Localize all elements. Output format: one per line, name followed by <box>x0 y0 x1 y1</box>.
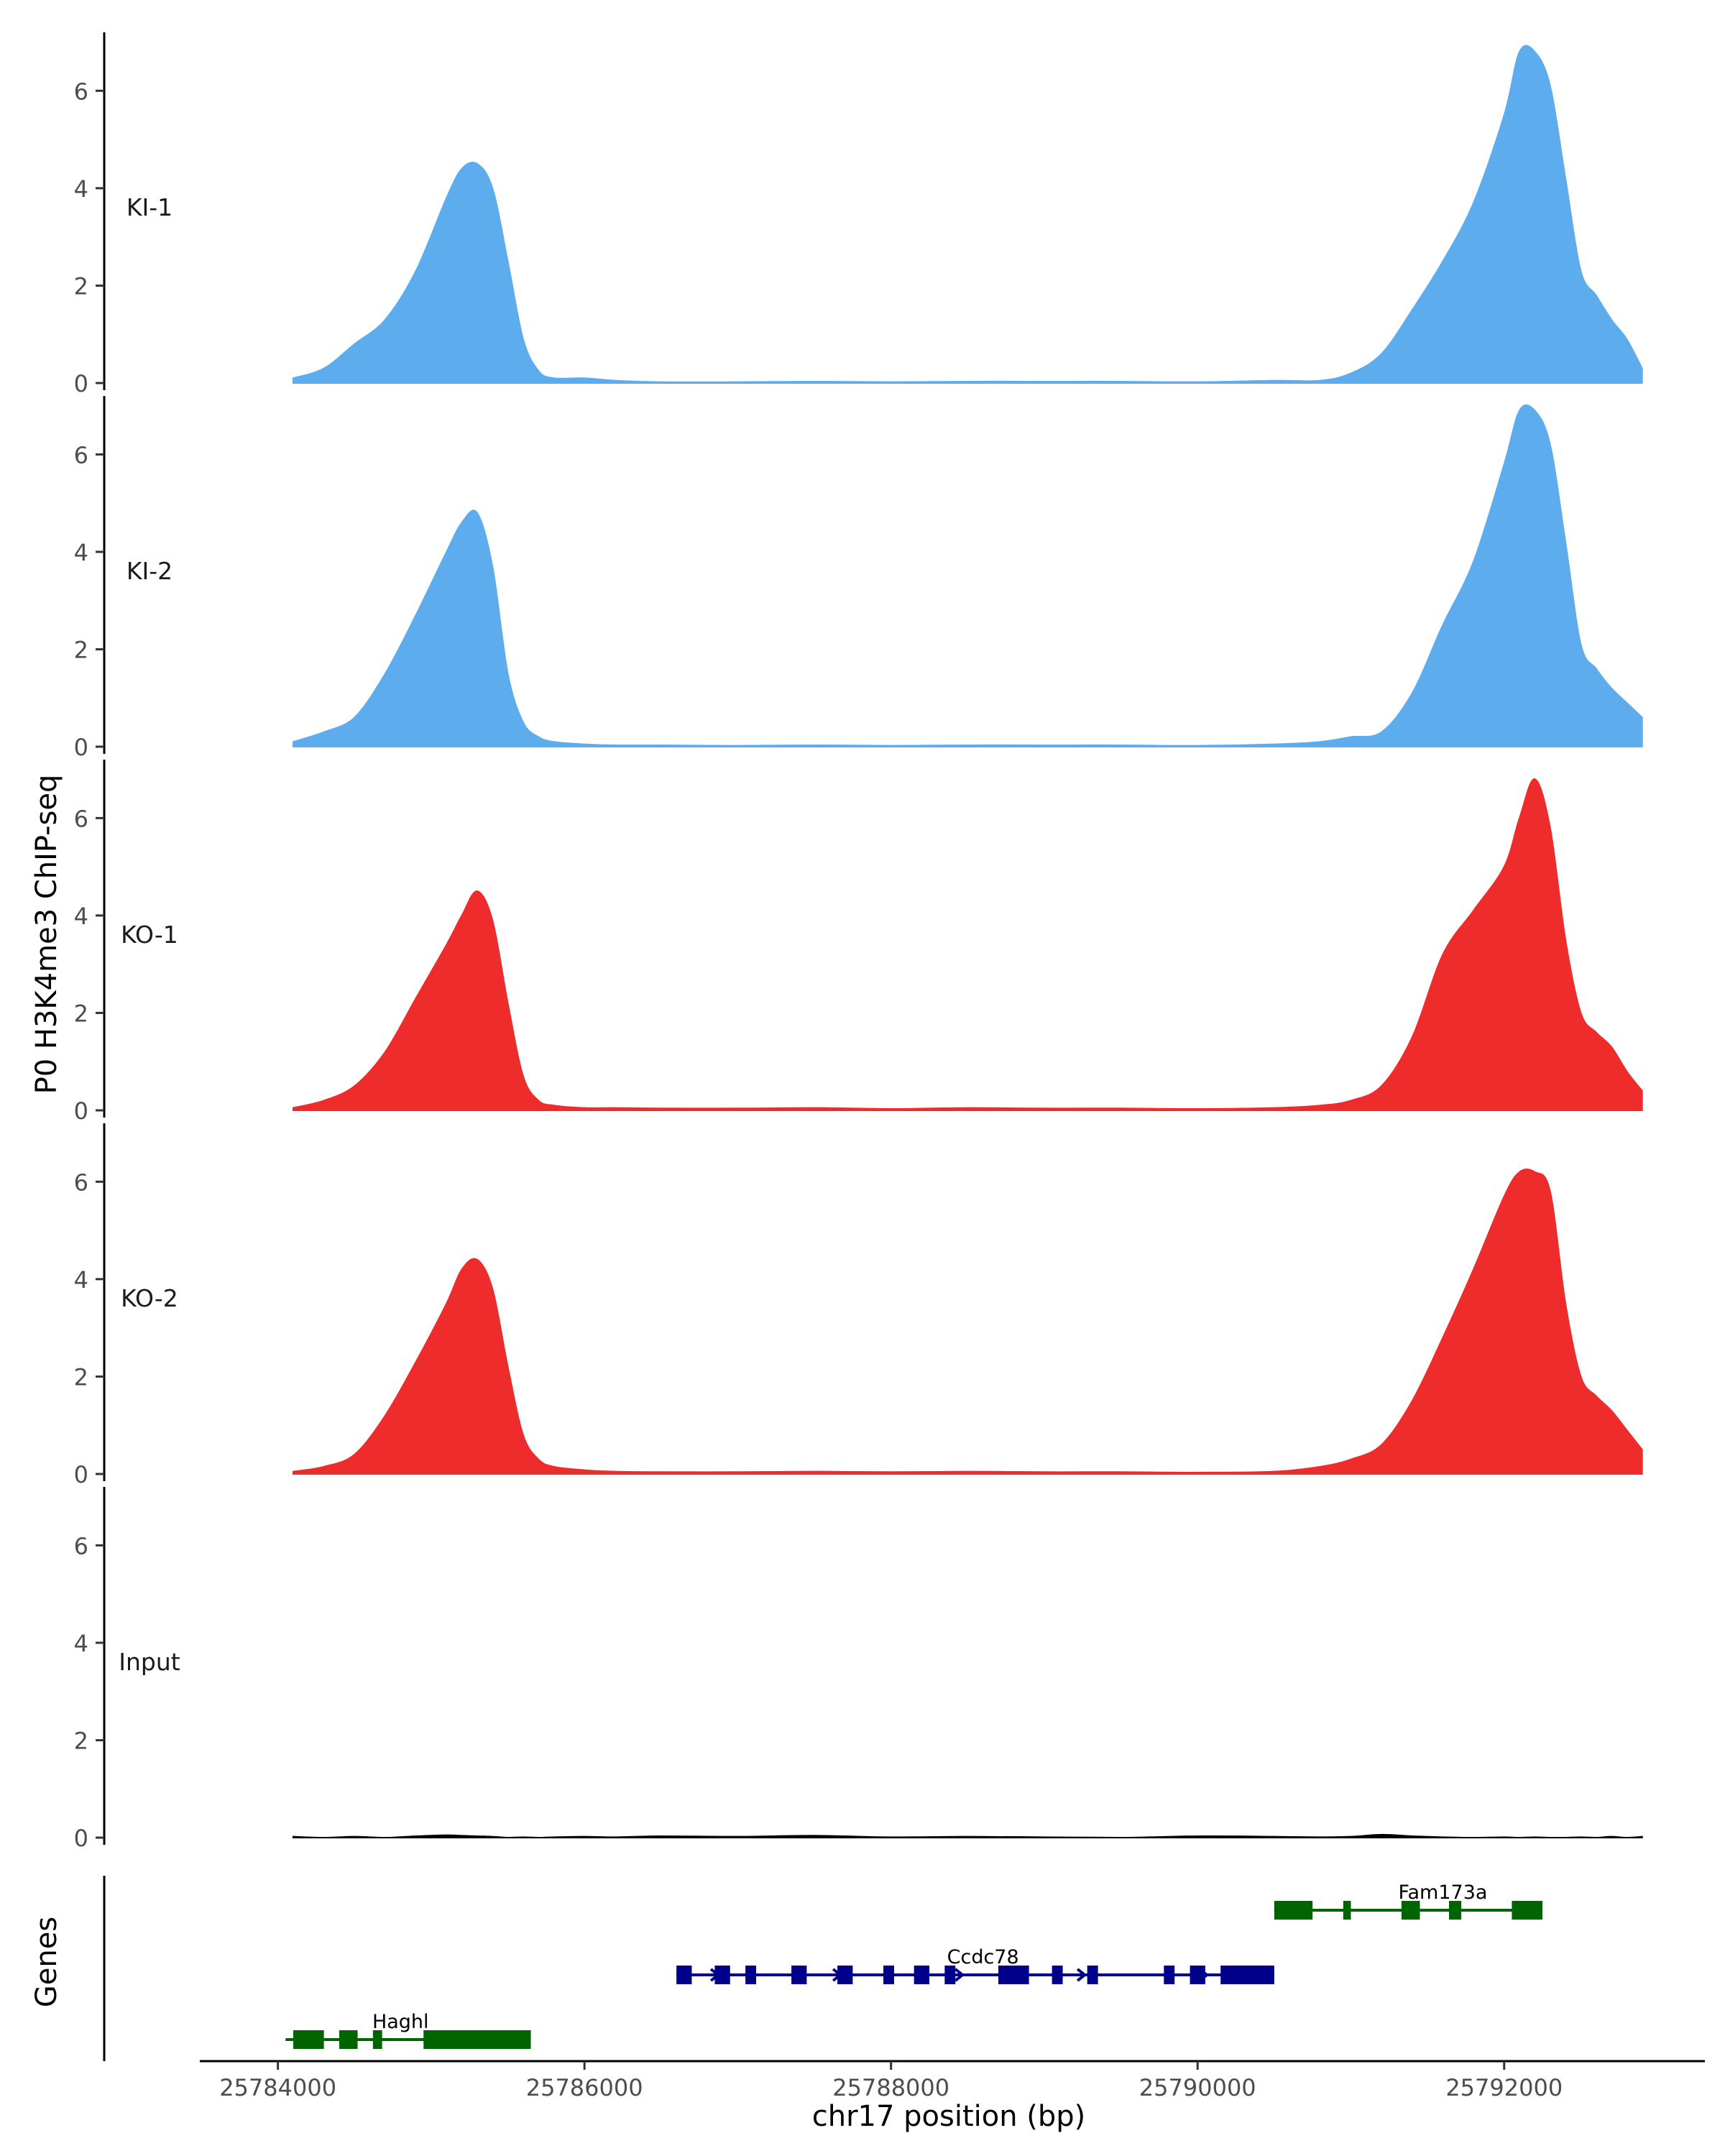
signal-tracks: 0 2 4 6 KI-1 0 2 4 6 KI-2 0 2 4 6 KO-1 0 2 4 6 KO-2 0 2 4 6 Inpu… <box>74 32 1643 1852</box>
gene-exon <box>837 1966 853 1984</box>
x-tick-label: 25788000 <box>832 2074 949 2101</box>
gene-exon <box>676 1966 692 1984</box>
gene-exon <box>1190 1966 1205 1984</box>
y-tick-label: 6 <box>74 805 88 832</box>
gene-exon <box>791 1966 807 1984</box>
y-tick-label: 4 <box>74 1630 88 1657</box>
y-tick-label: 4 <box>74 539 88 566</box>
track-label-ko-2: KO-2 <box>121 1284 178 1312</box>
track-panel-ki-2: 0 2 4 6 KI-2 <box>74 396 1643 761</box>
gene-exon <box>998 1966 1029 1984</box>
gene-exon <box>1274 1901 1313 1920</box>
signal-area-ki-1 <box>292 45 1643 384</box>
signal-area-input <box>292 1833 1643 1839</box>
y-tick-label: 6 <box>74 78 88 105</box>
gene-label-fam173a: Fam173a <box>1398 1881 1487 1904</box>
y-tick-label: 0 <box>74 370 88 397</box>
y-axis-title: P0 H3K4me3 ChIP-seq <box>30 775 63 1095</box>
y-tick-label: 6 <box>74 441 88 469</box>
x-axis-title: chr17 position (bp) <box>812 2100 1086 2133</box>
x-tick-label: 25792000 <box>1445 2074 1563 2101</box>
gene-exon <box>714 1966 730 1984</box>
y-tick-label: 2 <box>74 1727 88 1754</box>
y-tick-label: 2 <box>74 1363 88 1391</box>
y-tick-label: 6 <box>74 1169 88 1196</box>
gene-label-haghl: Haghl <box>372 2011 429 2033</box>
x-tick-label: 25786000 <box>526 2074 643 2101</box>
track-panel-input: 0 2 4 6 Input <box>74 1487 1643 1852</box>
gene-exon <box>1164 1966 1175 1984</box>
gene-exon <box>1052 1966 1063 1984</box>
y-tick-label: 4 <box>74 175 88 203</box>
x-tick-label: 25784000 <box>219 2074 336 2101</box>
gene-exon <box>883 1966 894 1984</box>
gene-exon <box>1448 1901 1462 1920</box>
y-tick-label: 6 <box>74 1532 88 1560</box>
x-axis: 25784000 25786000 25788000 25790000 25792000 <box>200 2060 1705 2101</box>
strand-arrow <box>1076 1968 1087 1982</box>
gene-exon <box>293 2030 324 2049</box>
signal-area-ki-2 <box>292 404 1643 747</box>
gene-exon <box>1343 1901 1351 1920</box>
gene-exon <box>1220 1966 1274 1984</box>
track-label-input: Input <box>119 1648 180 1676</box>
gene-exon <box>423 2030 531 2049</box>
strand-arrow <box>954 1968 965 1982</box>
signal-area-ko-2 <box>292 1168 1643 1475</box>
gene-haghl: Haghl <box>285 2011 531 2049</box>
genes-track-title: Genes <box>30 1917 63 2007</box>
y-tick-label: 0 <box>74 734 88 761</box>
track-panel-ko-2: 0 2 4 6 KO-2 <box>74 1123 1643 1488</box>
signal-area-ko-1 <box>292 778 1643 1111</box>
y-tick-label: 4 <box>74 903 88 930</box>
y-tick-label: 0 <box>74 1097 88 1125</box>
gene-exon <box>745 1966 757 1984</box>
gene-exon <box>1401 1901 1420 1920</box>
y-tick-label: 0 <box>74 1461 88 1488</box>
y-tick-label: 2 <box>74 1000 88 1027</box>
track-label-ki-2: KI-2 <box>126 557 172 585</box>
gene-exon <box>1512 1901 1543 1920</box>
gene-exon <box>372 2030 382 2049</box>
gene-ccdc78: Ccdc78 <box>676 1946 1274 1984</box>
y-tick-label: 2 <box>74 636 88 663</box>
x-tick-label: 25790000 <box>1139 2074 1256 2101</box>
gene-exon <box>1087 1966 1098 1984</box>
gene-fam173a: Fam173a <box>1274 1881 1543 1920</box>
gene-exon <box>944 1966 956 1984</box>
y-tick-label: 0 <box>74 1825 88 1852</box>
gene-exon <box>339 2030 358 2049</box>
track-label-ko-1: KO-1 <box>121 921 178 949</box>
y-tick-label: 2 <box>74 272 88 300</box>
track-label-ki-1: KI-1 <box>126 193 172 221</box>
gene-annotation-track: Fam173a Ccdc78 Haghl <box>103 1876 1543 2061</box>
gene-label-ccdc78: Ccdc78 <box>947 1946 1019 1968</box>
track-panel-ki-1: 0 2 4 6 KI-1 <box>74 32 1643 397</box>
gene-exon <box>914 1966 930 1984</box>
y-tick-label: 4 <box>74 1266 88 1294</box>
track-panel-ko-1: 0 2 4 6 KO-1 <box>74 760 1643 1125</box>
